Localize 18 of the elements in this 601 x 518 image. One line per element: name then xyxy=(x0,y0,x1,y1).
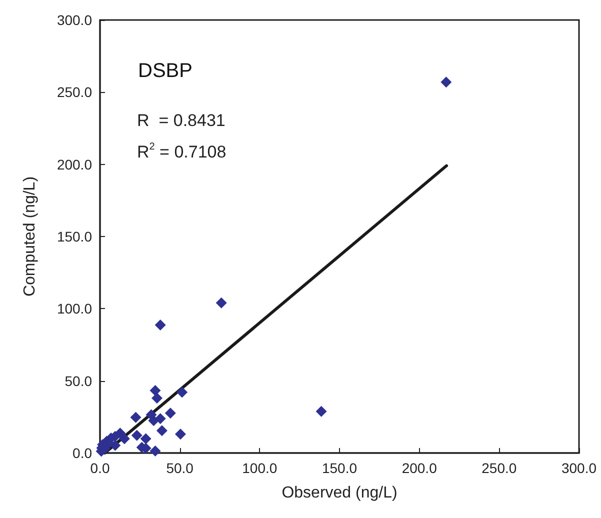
x-tick-label: 100.0 xyxy=(242,460,278,476)
y-tick-label: 200.0 xyxy=(56,156,92,172)
x-tick-label: 150.0 xyxy=(322,460,358,476)
x-tick-label: 300.0 xyxy=(561,460,597,476)
x-tick-label: 0.0 xyxy=(90,460,110,476)
y-axis-title: Computed (ng/L) xyxy=(22,176,38,297)
x-tick-label: 250.0 xyxy=(482,460,517,476)
x-tick-label: 200.0 xyxy=(402,460,438,476)
y-tick-label: 50.0 xyxy=(64,372,92,389)
y-tick-label: 100.0 xyxy=(56,300,92,317)
y-tick-label: 150.0 xyxy=(56,228,92,244)
y-tick-label: 250.0 xyxy=(56,84,92,100)
x-axis-title: Observed (ng/L) xyxy=(282,484,398,502)
y-tick-label: 300.0 xyxy=(56,12,92,28)
y-tick-label: 0.0 xyxy=(72,445,92,461)
text: DSBP xyxy=(138,60,192,82)
x-tick-label: 50.0 xyxy=(166,460,194,476)
annotation: R = 0.8431 xyxy=(137,111,226,130)
